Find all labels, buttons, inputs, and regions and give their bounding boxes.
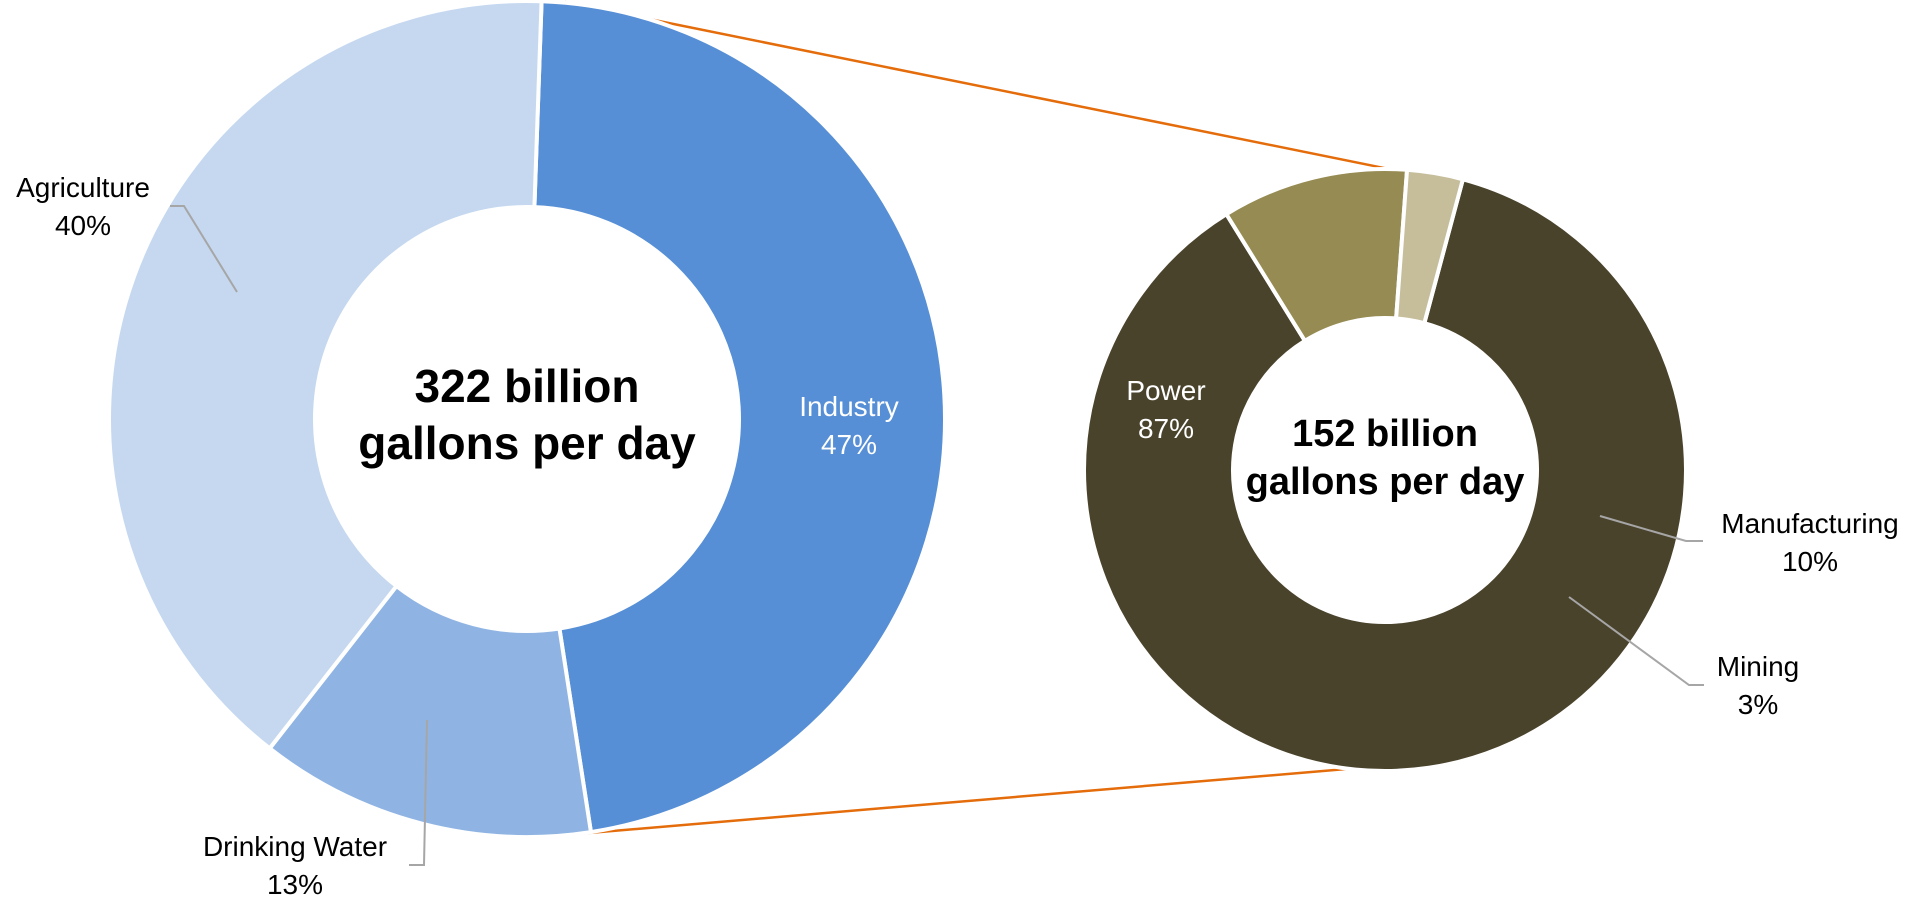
industry-slice-mining bbox=[1393, 167, 1466, 326]
leader-line-manufacturing bbox=[1599, 515, 1703, 542]
slice-label-drinking-water: Drinking Water bbox=[203, 831, 387, 862]
slice-value-power: 87% bbox=[1138, 413, 1194, 444]
leader-line-agriculture bbox=[170, 205, 238, 293]
slice-label-power: Power bbox=[1126, 375, 1205, 406]
total-slice-industry bbox=[532, 0, 947, 835]
breakout-connector-lines bbox=[564, 0, 1454, 837]
connector-line-bottom bbox=[564, 758, 1454, 837]
slice-label-agriculture: Agriculture bbox=[16, 172, 150, 203]
slice-label-manufacturing: Manufacturing bbox=[1721, 508, 1898, 539]
industry-slice-power bbox=[1082, 176, 1688, 773]
leader-line-drinking-water bbox=[409, 719, 428, 866]
total-slice-agriculture bbox=[107, 0, 544, 752]
left-center-text-line-1: 322 billion bbox=[415, 360, 640, 412]
slice-value-industry: 47% bbox=[821, 429, 877, 460]
slice-value-mining: 3% bbox=[1738, 689, 1778, 720]
total-water-use-donut bbox=[107, 0, 947, 839]
slice-value-manufacturing: 10% bbox=[1782, 546, 1838, 577]
connector-line-top bbox=[564, 0, 1454, 184]
slice-label-mining: Mining bbox=[1717, 651, 1799, 682]
right-center-text-line-1: 152 billion bbox=[1292, 413, 1478, 455]
leader-line-mining bbox=[1568, 596, 1704, 686]
slice-value-drinking-water: 13% bbox=[267, 869, 323, 897]
industry-breakdown-donut bbox=[1082, 167, 1688, 773]
slice-label-industry: Industry bbox=[799, 391, 899, 422]
right-center-text-line-2: gallons per day bbox=[1246, 461, 1525, 503]
slice-value-agriculture: 40% bbox=[55, 210, 111, 241]
left-center-text-line-2: gallons per day bbox=[358, 417, 696, 469]
